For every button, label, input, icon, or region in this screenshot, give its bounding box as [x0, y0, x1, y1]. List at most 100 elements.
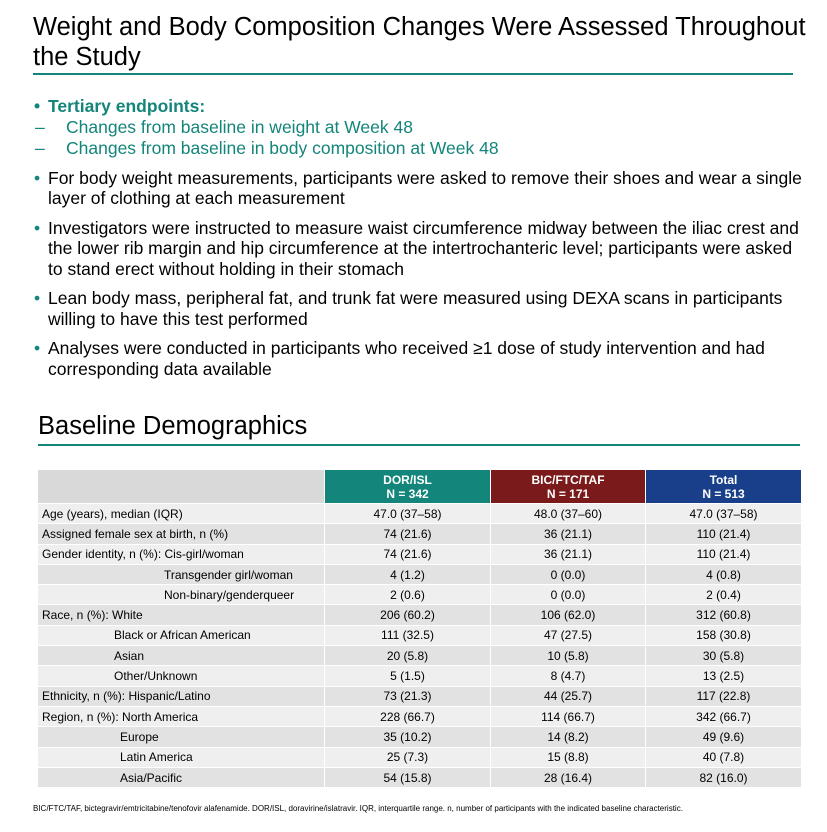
- bullet-item: • Analyses were conducted in participant…: [34, 338, 804, 379]
- dash-icon: –: [35, 116, 45, 137]
- row-label: Race, n (%): White: [37, 604, 325, 626]
- row-label: Age (years), median (IQR): [37, 502, 325, 525]
- bullet-tertiary-endpoints: • Tertiary endpoints:: [34, 96, 804, 117]
- demographics-table: DOR/ISL N = 342 BIC/FTC/TAF N = 171 Tota…: [37, 469, 802, 789]
- row-label: Transgender girl/woman: [37, 563, 325, 586]
- bullet-dot-icon: •: [34, 96, 41, 116]
- cell-total: 82 (16.0): [645, 766, 802, 789]
- cell-dor-isl: 74 (21.6): [324, 523, 491, 545]
- row-label: Other/Unknown: [37, 665, 325, 687]
- cell-total: 13 (2.5): [645, 665, 802, 687]
- bullet-text: Tertiary endpoints:: [48, 96, 206, 116]
- row-label: Black or African American: [37, 624, 325, 647]
- cell-total: 110 (21.4): [645, 523, 802, 545]
- row-label: Assigned female sex at birth, n (%): [37, 523, 325, 545]
- cell-dor-isl: 35 (10.2): [324, 726, 491, 748]
- row-label: Ethnicity, n (%): Hispanic/Latino: [37, 685, 325, 707]
- cell-dor-isl: 25 (7.3): [324, 746, 491, 768]
- cell-bic-ftc-taf: 0 (0.0): [490, 563, 646, 586]
- table-row: Non-binary/genderqueer 2 (0.6) 0 (0.0) 2…: [37, 584, 802, 606]
- row-label: Asia/Pacific: [37, 766, 325, 789]
- header-n: N = 342: [386, 486, 429, 501]
- sub-bullet-text: Changes from baseline in weight at Week …: [66, 116, 413, 137]
- bullet-text: Lean body mass, peripheral fat, and trun…: [48, 288, 783, 329]
- table-row: Black or African American 111 (32.5) 47 …: [37, 624, 802, 647]
- bullet-text: Analyses were conducted in participants …: [48, 338, 765, 379]
- slide-title: Weight and Body Composition Changes Were…: [33, 13, 806, 71]
- cell-bic-ftc-taf: 36 (21.1): [490, 543, 646, 565]
- cell-bic-ftc-taf: 48.0 (37–60): [490, 502, 646, 525]
- cell-total: 158 (30.8): [645, 624, 802, 647]
- cell-total: 40 (7.8): [645, 746, 802, 768]
- section-title: Baseline Demographics: [38, 412, 308, 440]
- table-row: Asia/Pacific 54 (15.8) 28 (16.4) 82 (16.…: [37, 766, 802, 789]
- table-row: Assigned female sex at birth, n (%) 74 (…: [37, 523, 802, 545]
- bullet-text: For body weight measurements, participan…: [48, 167, 802, 209]
- table-row: Age (years), median (IQR) 47.0 (37–58) 4…: [37, 502, 802, 525]
- cell-dor-isl: 74 (21.6): [324, 543, 491, 565]
- cell-bic-ftc-taf: 28 (16.4): [490, 766, 646, 789]
- table-row: Gender identity, n (%): Cis-girl/woman 7…: [37, 543, 802, 565]
- cell-bic-ftc-taf: 14 (8.2): [490, 726, 646, 748]
- bullet-list: • Tertiary endpoints: – Changes from bas…: [34, 96, 804, 388]
- bullet-dot-icon: •: [34, 217, 41, 238]
- cell-bic-ftc-taf: 47 (27.5): [490, 624, 646, 647]
- bullet-dot-icon: •: [34, 167, 41, 188]
- section-divider: [38, 444, 800, 446]
- cell-total: 342 (66.7): [645, 705, 802, 728]
- cell-bic-ftc-taf: 8 (4.7): [490, 665, 646, 687]
- cell-dor-isl: 2 (0.6): [324, 584, 491, 606]
- cell-dor-isl: 73 (21.3): [324, 685, 491, 707]
- table-row: Transgender girl/woman 4 (1.2) 0 (0.0) 4…: [37, 563, 802, 586]
- table-row: Race, n (%): White 206 (60.2) 106 (62.0)…: [37, 604, 802, 626]
- table-row: Ethnicity, n (%): Hispanic/Latino 73 (21…: [37, 685, 802, 707]
- cell-dor-isl: 4 (1.2): [324, 563, 491, 586]
- cell-dor-isl: 206 (60.2): [324, 604, 491, 626]
- table-row: Region, n (%): North America 228 (66.7) …: [37, 705, 802, 728]
- cell-dor-isl: 228 (66.7): [324, 705, 491, 728]
- sub-bullet-list: – Changes from baseline in weight at Wee…: [34, 117, 804, 159]
- header-name: DOR/ISL: [383, 472, 432, 487]
- bullet-item: • Investigators were instructed to measu…: [34, 218, 804, 280]
- cell-bic-ftc-taf: 15 (8.8): [490, 746, 646, 768]
- bullet-text: Investigators were instructed to measure…: [48, 217, 799, 279]
- row-label: Latin America: [37, 746, 325, 768]
- row-label: Europe: [37, 726, 325, 748]
- cell-dor-isl: 54 (15.8): [324, 766, 491, 789]
- cell-bic-ftc-taf: 106 (62.0): [490, 604, 646, 626]
- cell-total: 47.0 (37–58): [645, 502, 802, 525]
- cell-total: 110 (21.4): [645, 543, 802, 565]
- cell-dor-isl: 20 (5.8): [324, 645, 491, 667]
- sub-bullet: – Changes from baseline in weight at Wee…: [34, 117, 804, 138]
- title-divider: [33, 73, 793, 75]
- bullet-item: • Lean body mass, peripheral fat, and tr…: [34, 288, 804, 329]
- cell-bic-ftc-taf: 10 (5.8): [490, 645, 646, 667]
- cell-bic-ftc-taf: 0 (0.0): [490, 584, 646, 606]
- cell-total: 49 (9.6): [645, 726, 802, 748]
- cell-bic-ftc-taf: 114 (66.7): [490, 705, 646, 728]
- bullet-item: • For body weight measurements, particip…: [34, 168, 804, 209]
- table-header-row: DOR/ISL N = 342 BIC/FTC/TAF N = 171 Tota…: [37, 469, 802, 504]
- row-label: Asian: [37, 645, 325, 667]
- row-label: Non-binary/genderqueer: [37, 584, 325, 606]
- header-name: BIC/FTC/TAF: [531, 472, 605, 487]
- header-name: Total: [709, 472, 738, 487]
- table-row: Asian 20 (5.8) 10 (5.8) 30 (5.8): [37, 645, 802, 667]
- table-row: Other/Unknown 5 (1.5) 8 (4.7) 13 (2.5): [37, 665, 802, 687]
- row-label: Gender identity, n (%): Cis-girl/woman: [37, 543, 325, 565]
- header-blank: [37, 469, 325, 504]
- header-n: N = 171: [546, 486, 590, 501]
- cell-dor-isl: 47.0 (37–58): [324, 502, 491, 525]
- header-bic-ftc-taf: BIC/FTC/TAF N = 171: [490, 469, 646, 504]
- header-total: Total N = 513: [645, 469, 802, 504]
- sub-bullet: – Changes from baseline in body composit…: [34, 138, 804, 159]
- cell-total: 4 (0.8): [645, 563, 802, 586]
- cell-dor-isl: 5 (1.5): [324, 665, 491, 687]
- cell-total: 312 (60.8): [645, 604, 802, 626]
- sub-bullet-text: Changes from baseline in body compositio…: [66, 137, 499, 158]
- row-label: Region, n (%): North America: [37, 705, 325, 728]
- cell-total: 30 (5.8): [645, 645, 802, 667]
- table-row: Latin America 25 (7.3) 15 (8.8) 40 (7.8): [37, 746, 802, 768]
- bullet-dot-icon: •: [34, 288, 41, 308]
- cell-total: 117 (22.8): [645, 685, 802, 707]
